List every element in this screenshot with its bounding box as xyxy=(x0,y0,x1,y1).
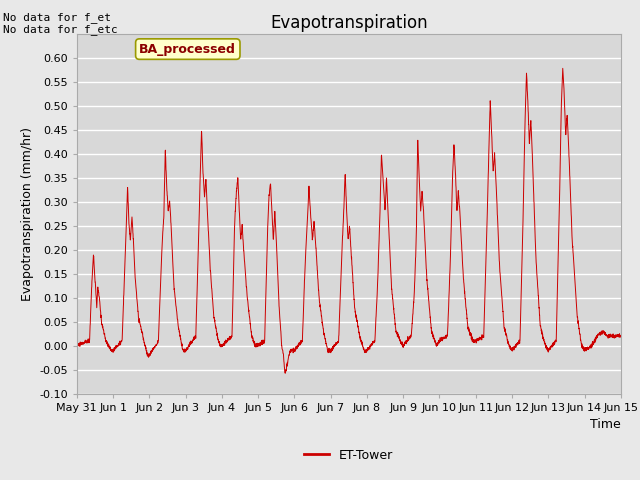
Y-axis label: Evapotranspiration (mm/hr): Evapotranspiration (mm/hr) xyxy=(20,127,33,300)
Text: No data for f_et: No data for f_et xyxy=(3,12,111,23)
Title: Evapotranspiration: Evapotranspiration xyxy=(270,14,428,32)
Text: BA_processed: BA_processed xyxy=(140,43,236,56)
Text: No data for f_etc: No data for f_etc xyxy=(3,24,118,35)
X-axis label: Time: Time xyxy=(590,418,621,431)
Legend: ET-Tower: ET-Tower xyxy=(299,444,399,467)
